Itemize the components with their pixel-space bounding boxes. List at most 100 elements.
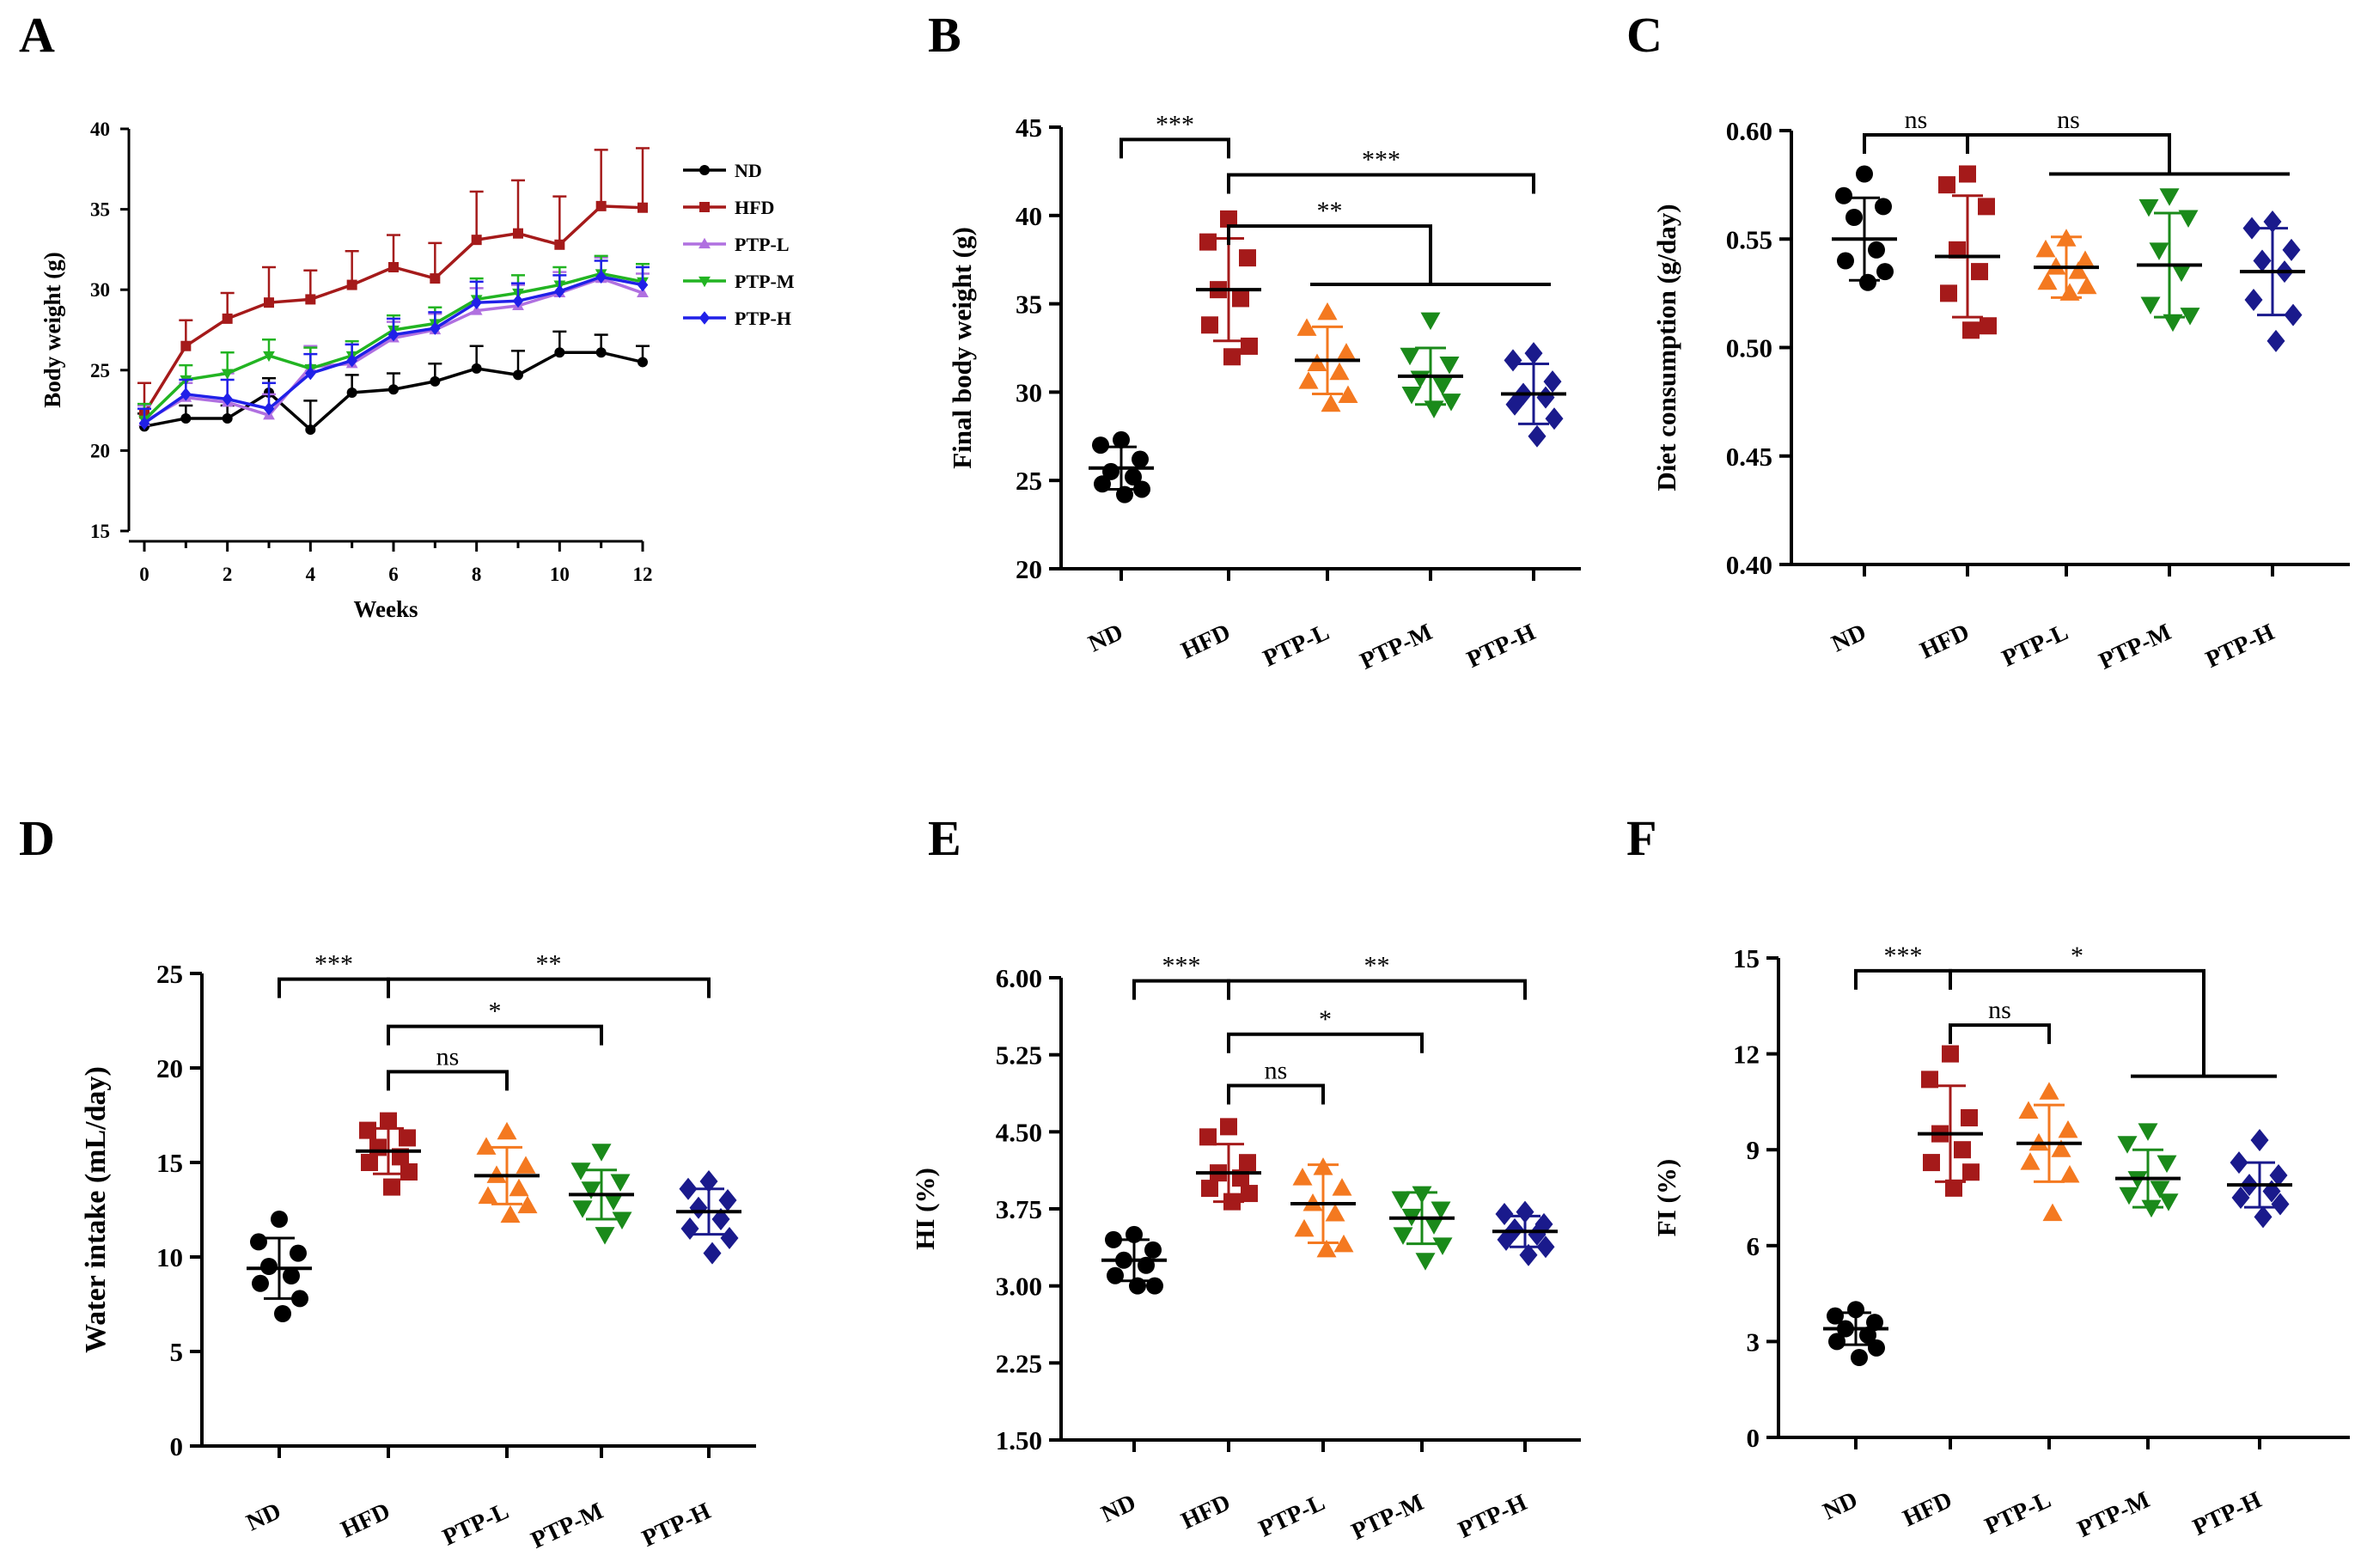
x-tick-label: PTP-H [1455, 1489, 1531, 1544]
significance-bracket: ns [1863, 106, 1969, 155]
data-point [2180, 308, 2200, 326]
significance-bracket: ** [387, 950, 711, 998]
data-point [222, 412, 233, 424]
x-tick-label: 8 [472, 564, 482, 585]
data-point [1132, 450, 1149, 468]
data-point [2149, 242, 2169, 260]
data-point [1336, 343, 1357, 361]
legend-label: ND [735, 160, 762, 181]
data-point [2253, 249, 2272, 272]
bracket-line [1227, 1032, 1424, 1053]
data-point [180, 412, 192, 424]
data-point [1962, 1163, 1980, 1181]
data-point [387, 327, 400, 342]
data-point [290, 1244, 307, 1262]
x-tick-label: 2 [223, 564, 233, 585]
data-point [1296, 318, 1317, 336]
data-point [1859, 273, 1876, 291]
x-tick-label: ND [1097, 1489, 1140, 1528]
data-point [263, 401, 275, 416]
series-ptp-h [137, 259, 650, 430]
y-tick-label: 12 [1733, 1040, 1760, 1070]
legend-label: PTP-M [735, 271, 795, 292]
data-point [1962, 321, 1980, 339]
y-tick-label: 0.55 [1726, 224, 1772, 254]
data-point [1851, 1349, 1868, 1366]
data-point [1868, 241, 1885, 259]
y-tick-label: 2.25 [996, 1348, 1042, 1378]
data-point [1133, 480, 1150, 498]
y-tick-label: 15 [1733, 943, 1760, 973]
legend-label: HFD [735, 197, 774, 218]
data-point [2157, 1155, 2177, 1174]
data-point [1921, 1071, 1938, 1089]
data-point [1239, 249, 1256, 267]
panel-c: C 0.40 0.45 0.50 0.55 0.60 ND HFD PTP-L PTP-M PTP-… [1626, 7, 2350, 675]
significance-bracket: ns [1227, 1057, 1325, 1105]
data-point [2058, 1120, 2078, 1138]
group-ptp-h [676, 1170, 741, 1265]
data-point [2271, 1193, 2290, 1216]
data-point [1400, 347, 1420, 366]
panel-letter-a: A [19, 7, 55, 63]
data-point [637, 286, 649, 298]
significance-label: *** [1884, 942, 1923, 970]
y-tick-label: 3.75 [996, 1194, 1042, 1224]
group-hfd [1935, 165, 2000, 339]
data-point [554, 347, 565, 358]
group-ptp-l [2034, 229, 2099, 301]
group-ptp-l [1295, 302, 1360, 412]
data-point [2075, 250, 2096, 268]
y-tick-label: 15 [156, 1148, 183, 1178]
data-point [1333, 1234, 1354, 1253]
group-ptp-h [1492, 1200, 1558, 1266]
significance-bracket: ns [387, 1042, 509, 1091]
data-point [1239, 1154, 1256, 1172]
y-tick-label: 20 [156, 1053, 183, 1083]
y-tick-label: 30 [90, 279, 110, 301]
data-point [1536, 1235, 1555, 1259]
data-point [638, 357, 648, 368]
data-point [595, 200, 607, 211]
data-point [471, 296, 482, 309]
data-point [1528, 1223, 1547, 1246]
y-tick-label: 0.50 [1726, 333, 1772, 363]
data-point [679, 1177, 698, 1200]
x-tick-label: HFD [1916, 619, 1974, 664]
data-point [260, 1258, 278, 1275]
group-nd [1823, 1301, 1888, 1366]
y-tick-label: 5 [170, 1337, 184, 1367]
data-point [2018, 1101, 2039, 1120]
data-point [1866, 1314, 1883, 1332]
data-point [2282, 238, 2301, 261]
data-point [1393, 1227, 1413, 1245]
x-tick-label: PTP-L [1981, 1486, 2055, 1540]
bracket-line [387, 1070, 509, 1091]
data-point [612, 1211, 632, 1229]
data-point [180, 387, 192, 401]
data-point [1519, 1243, 1538, 1266]
group-nd [1089, 430, 1154, 503]
bracket-line [278, 977, 390, 998]
data-point [500, 1205, 521, 1223]
data-point [478, 1186, 498, 1205]
group-hfd [1918, 1045, 1983, 1197]
data-point [2140, 296, 2161, 314]
y-axis-title: Final body weight (g) [947, 227, 977, 469]
bracket-line [1227, 1083, 1325, 1105]
data-point [221, 369, 234, 380]
data-point [2158, 1193, 2179, 1211]
group-nd [1101, 1225, 1167, 1295]
data-point [513, 369, 523, 381]
y-tick-label: 25 [1016, 466, 1042, 496]
y-tick-label: 0.40 [1726, 550, 1772, 580]
data-point [554, 284, 565, 298]
data-point [497, 1121, 517, 1140]
data-point [1432, 1237, 1453, 1255]
data-point [430, 321, 441, 335]
group-ptp-h [1501, 342, 1566, 448]
data-point [603, 1193, 624, 1211]
data-point [711, 1208, 730, 1230]
y-tick-label: 1.50 [996, 1425, 1042, 1455]
data-point [2244, 288, 2263, 311]
